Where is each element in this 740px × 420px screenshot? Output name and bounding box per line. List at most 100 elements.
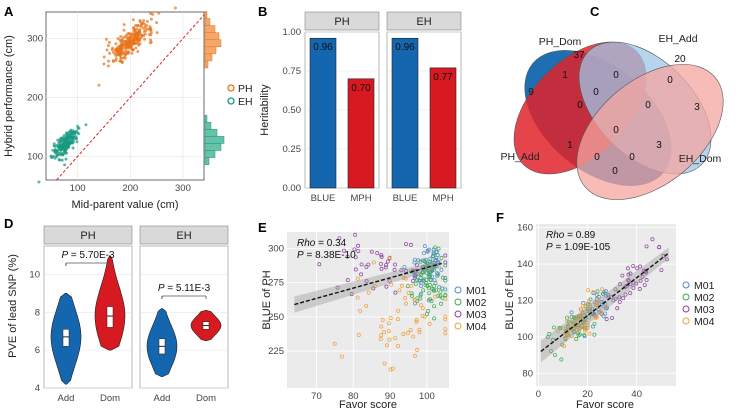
point-m01 (569, 310, 574, 315)
point-m01 (425, 248, 430, 253)
point-ph (114, 59, 118, 63)
venn-count: 0 (645, 100, 651, 111)
point-m01 (422, 244, 427, 249)
point-eh (58, 158, 62, 162)
point-ph (149, 17, 153, 21)
point-ph (121, 42, 125, 46)
p-value-text: = 5.70E-3 (68, 250, 115, 261)
point-m02 (424, 277, 429, 282)
point-m04 (427, 321, 432, 326)
point-m02 (440, 286, 445, 291)
point-m03 (623, 292, 628, 297)
point-ph (143, 32, 147, 36)
point-eh (64, 141, 68, 145)
point-m02 (435, 273, 440, 278)
point-m01 (603, 311, 608, 316)
point-m01 (439, 267, 444, 272)
panel-a-xlabel: Mid-parent value (cm) (72, 199, 179, 211)
point-m02 (592, 321, 597, 326)
point-ph (138, 37, 142, 41)
point-ph (144, 29, 148, 33)
point-m04 (586, 288, 591, 293)
point-m04 (443, 327, 448, 332)
point-ph (102, 62, 106, 66)
point-m04 (586, 308, 591, 313)
point-ph (136, 32, 140, 36)
p-italic: P (158, 283, 165, 294)
venn-count: 9 (528, 87, 534, 98)
legend-label-ph: PH (238, 83, 253, 95)
point-m03 (643, 269, 648, 274)
point-m04 (403, 276, 408, 281)
venn-count: 0 (593, 87, 599, 98)
y-tick-label: 4 (35, 383, 40, 394)
point-m04 (406, 290, 411, 295)
x-tick-label: 100 (70, 183, 86, 194)
y-tick-label: 6 (35, 345, 40, 356)
point-m01 (437, 285, 442, 290)
point-ph (133, 31, 137, 35)
y-tick-label: 250 (268, 312, 284, 323)
point-m02 (428, 259, 433, 264)
point-ph (149, 40, 153, 44)
bar-eh-blue (391, 37, 419, 189)
point-ph (122, 23, 126, 27)
panel-a-ticks: 100 200 300 100 200 300 (27, 34, 191, 194)
facet-strip-ph (304, 11, 380, 31)
panel-b-label: B (258, 4, 267, 19)
point-m02 (582, 333, 587, 338)
point-m03 (637, 287, 642, 291)
legend-label-m04: M04 (466, 321, 487, 333)
point-m04 (355, 276, 360, 281)
point-m03 (621, 296, 626, 301)
point-m03 (443, 253, 448, 258)
panel-f-ylabel: BLUE of EH (504, 270, 516, 329)
point-m03 (618, 282, 623, 287)
point-m03 (345, 254, 350, 259)
point-m03 (379, 254, 384, 259)
legend-marker-m02 (682, 293, 690, 301)
fit-confidence-band (294, 259, 442, 313)
point-m01 (599, 300, 604, 304)
point-m02 (443, 278, 448, 283)
point-ph (119, 56, 123, 60)
point-m04 (443, 331, 448, 336)
point-m04 (417, 330, 422, 335)
fit-line (540, 252, 670, 352)
point-m04 (382, 330, 386, 335)
point-m02 (436, 246, 441, 251)
point-ph (151, 12, 155, 16)
point-m04 (395, 317, 400, 322)
point-ph (138, 42, 142, 46)
point-m04 (396, 344, 401, 348)
point-m04 (443, 317, 448, 322)
venn-count: 20 (674, 54, 686, 65)
box-dom (106, 306, 114, 328)
fit-confidence-band (540, 247, 669, 363)
venn-count: 0 (612, 166, 618, 177)
point-m03 (644, 278, 649, 282)
rho-italic: Rho (297, 238, 316, 249)
p-value: = 8.38E-10 (304, 250, 356, 261)
point-m02 (415, 277, 420, 282)
point-m04 (583, 328, 588, 333)
point-m02 (419, 272, 424, 277)
bar-value-label: 0.77 (433, 72, 453, 83)
point-ph (137, 29, 141, 33)
legend-label-m02: M02 (466, 297, 487, 309)
point-m03 (342, 248, 346, 253)
point-m03 (640, 274, 645, 279)
facet-strip-eh (386, 11, 462, 31)
point-ph (97, 83, 101, 87)
histogram-bar (204, 121, 212, 130)
point-m04 (594, 300, 598, 305)
point-m02 (574, 337, 579, 341)
point-m01 (601, 314, 606, 319)
y-tick-label: 0.50 (283, 105, 302, 116)
point-m02 (432, 288, 436, 293)
point-m04 (586, 298, 591, 303)
point-m02 (549, 349, 553, 353)
point-m02 (409, 293, 414, 298)
point-m01 (603, 293, 608, 298)
